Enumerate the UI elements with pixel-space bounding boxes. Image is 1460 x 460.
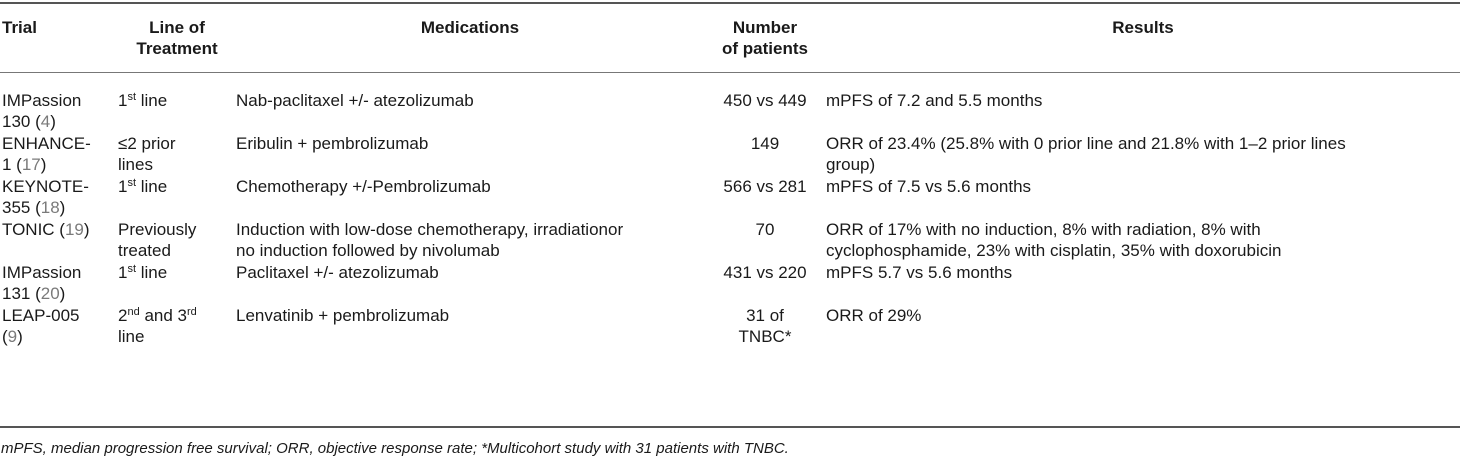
table-row: ENHANCE- 1 (17) ≤2 prior lines Eribulin + pe… [0,132,1460,175]
cell-medications: Induction with low-dose chemotherapy, ir… [236,220,624,260]
cell-number-of-patients: 566 vs 281 [723,177,807,196]
header-number-of-patients: Number of patients [722,18,808,58]
header-results: Results [1112,18,1174,37]
cell-results: mPFS of 7.5 vs 5.6 months [826,177,1032,196]
cell-number-of-patients: 70 [755,220,775,239]
trial-name: ENHANCE- [2,134,91,153]
cell-line-of-treatment: 1st line [118,91,168,110]
table-top-rule [0,2,1460,4]
cell-number-of-patients: 431 vs 220 [723,263,807,282]
cell-medications: Paclitaxel +/- atezolizumab [236,263,439,282]
cell-line-of-treatment: 1st line [118,177,168,196]
cell-number-of-patients: 450 vs 449 [723,91,807,110]
cell-trial: LEAP-005 (9) [2,306,80,346]
cell-line-of-treatment: 1st line [118,263,168,282]
reference-link[interactable]: 9 [7,327,18,346]
table-row: IMPassion 130 (4) 1st line Nab-paclitaxel +… [0,72,1460,132]
header-line-of-treatment: Line of Treatment [136,18,218,58]
trial-name: TONIC ( [2,220,65,239]
header-row: Trial Line of Treatment Medications Numbe… [0,0,1460,72]
cell-medications: Lenvatinib + pembrolizumab [236,306,450,325]
cell-trial: IMPassion 130 (4) [2,91,82,131]
cell-trial: TONIC (19) [2,220,90,239]
reference-link[interactable]: 17 [21,155,41,174]
cell-line-of-treatment: Previously treated [118,220,197,260]
cell-medications: Nab-paclitaxel +/- atezolizumab [236,91,474,110]
trial-name: IMPassion [2,263,82,282]
table-bottom-rule [0,426,1460,428]
reference-link[interactable]: 20 [40,284,60,303]
trials-table: Trial Line of Treatment Medications Numbe… [0,0,1460,347]
table-footnote: mPFS, median progression free survival; … [1,440,789,457]
cell-trial: KEYNOTE- 355 (18) [2,177,89,217]
cell-results: ORR of 23.4% (25.8% with 0 prior line an… [826,134,1346,174]
table-row: IMPassion 131 (20) 1st line Paclitaxel +/- … [0,261,1460,304]
cell-results: ORR of 17% with no induction, 8% with ra… [826,220,1282,260]
reference-link[interactable]: 19 [64,220,84,239]
reference-link[interactable]: 18 [40,198,60,217]
table-row: KEYNOTE- 355 (18) 1st line Chemotherapy +/-… [0,175,1460,218]
cell-number-of-patients: 149 [750,134,780,153]
trial-name: KEYNOTE- [2,177,89,196]
cell-number-of-patients: 31 of TNBC* [738,306,792,346]
cell-results: mPFS of 7.2 and 5.5 months [826,91,1043,110]
cell-results: ORR of 29% [826,306,922,325]
header-medications: Medications [420,18,520,37]
cell-medications: Chemotherapy +/-Pembrolizumab [236,177,491,196]
table-row: LEAP-005 (9) 2nd and 3rd line Lenvatinib + p… [0,304,1460,347]
reference-link[interactable]: 4 [40,112,51,131]
header-trial: Trial [2,18,37,37]
cell-trial: ENHANCE- 1 (17) [2,134,91,174]
cell-line-of-treatment: ≤2 prior lines [118,134,176,174]
cell-line-of-treatment: 2nd and 3rd line [118,306,197,346]
cell-results: mPFS 5.7 vs 5.6 months [826,263,1013,282]
trial-name: LEAP-005 [2,306,80,325]
table-header-rule [0,72,1460,73]
cell-medications: Eribulin + pembrolizumab [236,134,429,153]
cell-trial: IMPassion 131 (20) [2,263,82,303]
table-row: TONIC (19) Previously treated Induction wit… [0,218,1460,261]
trial-name: IMPassion [2,91,82,110]
